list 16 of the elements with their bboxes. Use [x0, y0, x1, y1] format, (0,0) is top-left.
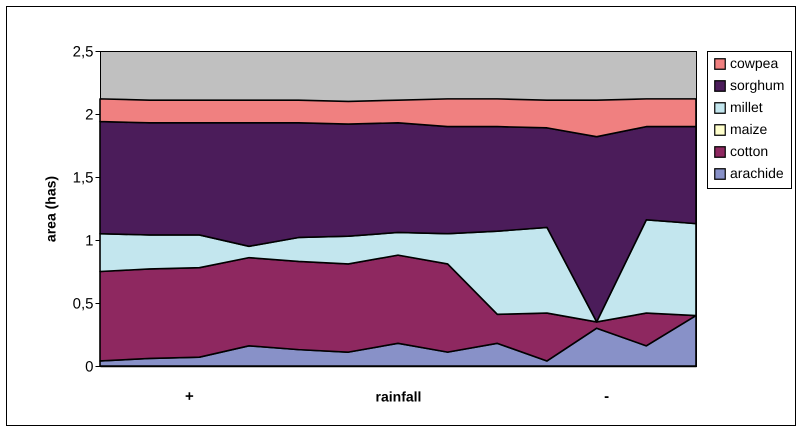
y-tick-label: 2,5: [72, 44, 94, 60]
text: -: [604, 388, 610, 405]
y-tick-label: 1: [85, 232, 94, 250]
legend-label: millet: [730, 99, 763, 115]
legend-label: cowpea: [730, 55, 778, 71]
text: +: [185, 388, 194, 405]
legend-label: maize: [730, 121, 768, 137]
y-tick-label: 0: [85, 358, 94, 376]
y-tick-label: 0,5: [72, 296, 94, 312]
legend-label: sorghum: [730, 77, 784, 93]
y-tick-label: 1,5: [72, 170, 94, 186]
x-axis-title: rainfall: [376, 388, 422, 404]
legend-label: cotton: [730, 143, 768, 159]
y-axis-title: area (has): [42, 176, 59, 242]
y-tick-label: 2: [85, 106, 94, 124]
legend-label: arachide: [730, 165, 784, 181]
